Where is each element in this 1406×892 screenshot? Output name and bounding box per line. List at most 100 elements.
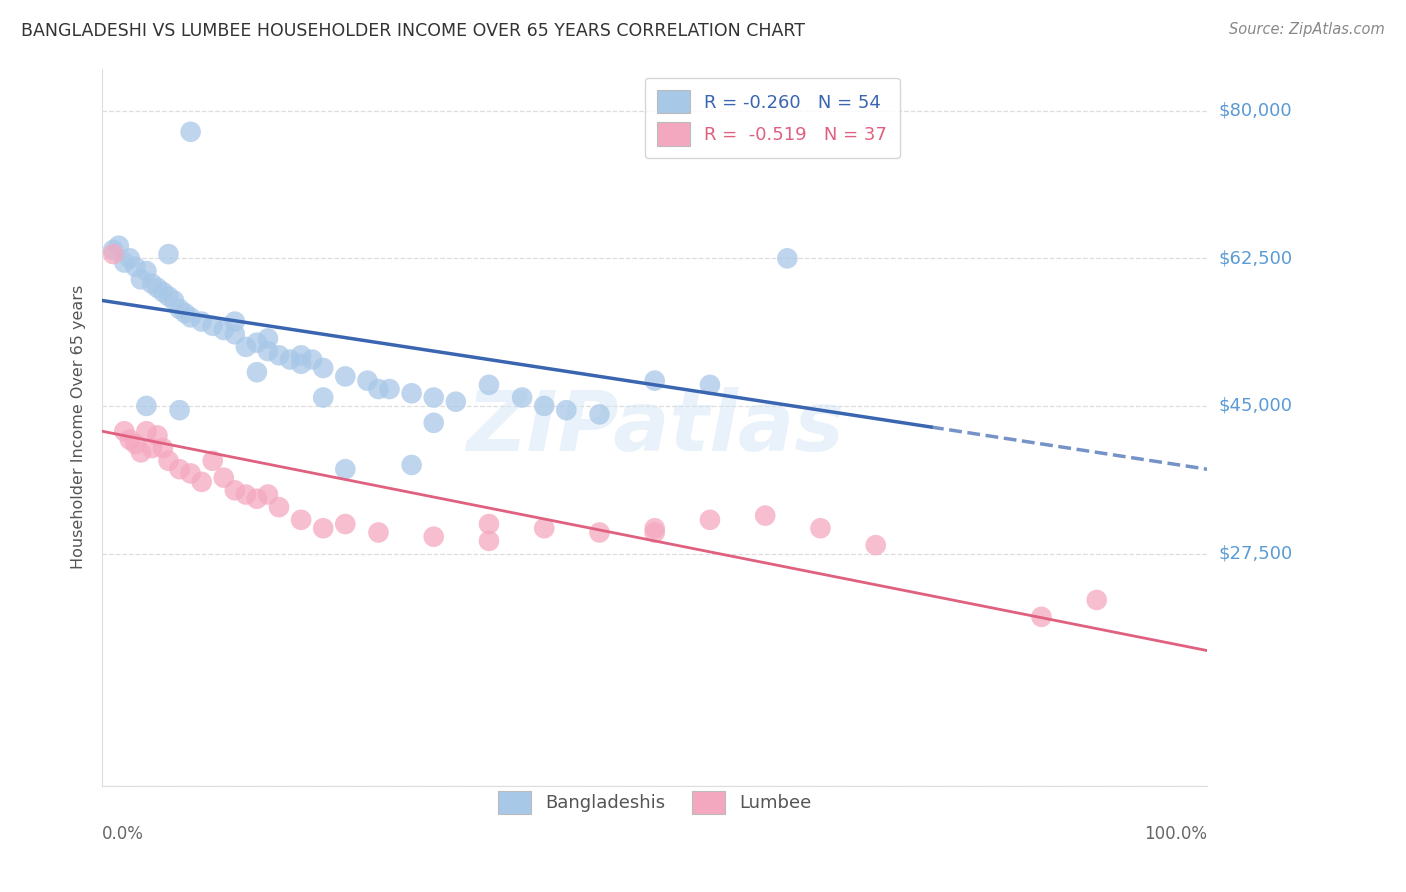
Text: $45,000: $45,000: [1219, 397, 1292, 415]
Point: [124, 260, 146, 274]
Point: [335, 516, 357, 531]
Point: [124, 437, 146, 451]
Point: [422, 391, 444, 405]
Point: [224, 315, 246, 329]
Point: [118, 252, 141, 266]
Point: [644, 525, 666, 540]
Point: [141, 277, 163, 291]
Point: [267, 500, 290, 515]
Point: [246, 365, 269, 379]
Point: [1031, 610, 1053, 624]
Point: [118, 433, 141, 447]
Point: [180, 310, 202, 325]
Point: [169, 462, 191, 476]
Point: [235, 340, 257, 354]
Point: [290, 513, 312, 527]
Point: [163, 293, 186, 308]
Point: [157, 454, 180, 468]
Point: [103, 247, 125, 261]
Point: [588, 525, 610, 540]
Point: [180, 467, 202, 481]
Point: [267, 348, 290, 362]
Point: [201, 454, 224, 468]
Point: [135, 424, 157, 438]
Point: [588, 408, 610, 422]
Point: [235, 487, 257, 501]
Point: [174, 306, 197, 320]
Point: [146, 281, 169, 295]
Point: [555, 403, 578, 417]
Point: [290, 357, 312, 371]
Point: [129, 272, 152, 286]
Text: BANGLADESHI VS LUMBEE HOUSEHOLDER INCOME OVER 65 YEARS CORRELATION CHART: BANGLADESHI VS LUMBEE HOUSEHOLDER INCOME…: [21, 22, 806, 40]
Point: [699, 513, 721, 527]
Point: [422, 530, 444, 544]
Text: $80,000: $80,000: [1219, 102, 1292, 120]
Point: [356, 374, 378, 388]
Point: [533, 521, 555, 535]
Point: [112, 424, 135, 438]
Point: [776, 252, 799, 266]
Point: [865, 538, 887, 552]
Point: [212, 323, 235, 337]
Point: [290, 348, 312, 362]
Text: $27,500: $27,500: [1219, 544, 1292, 563]
Point: [444, 394, 467, 409]
Point: [146, 428, 169, 442]
Point: [378, 382, 401, 396]
Point: [754, 508, 776, 523]
Point: [422, 416, 444, 430]
Point: [533, 399, 555, 413]
Point: [257, 487, 280, 501]
Point: [129, 445, 152, 459]
Point: [157, 247, 180, 261]
Y-axis label: Householder Income Over 65 years: Householder Income Over 65 years: [72, 285, 86, 569]
Point: [224, 327, 246, 342]
Point: [152, 285, 174, 299]
Point: [152, 441, 174, 455]
Point: [335, 369, 357, 384]
Text: $62,500: $62,500: [1219, 250, 1292, 268]
Point: [112, 255, 135, 269]
Text: 0.0%: 0.0%: [103, 825, 143, 843]
Point: [510, 391, 533, 405]
Point: [278, 352, 301, 367]
Point: [810, 521, 832, 535]
Point: [312, 391, 335, 405]
Point: [644, 374, 666, 388]
Point: [224, 483, 246, 498]
Text: Source: ZipAtlas.com: Source: ZipAtlas.com: [1229, 22, 1385, 37]
Point: [367, 525, 389, 540]
Point: [335, 462, 357, 476]
Point: [301, 352, 323, 367]
Point: [644, 521, 666, 535]
Point: [201, 318, 224, 333]
Point: [169, 403, 191, 417]
Point: [190, 315, 212, 329]
Point: [103, 243, 125, 257]
Legend: Bangladeshis, Lumbee: Bangladeshis, Lumbee: [485, 778, 824, 827]
Text: 100.0%: 100.0%: [1144, 825, 1208, 843]
Point: [478, 533, 501, 548]
Point: [699, 377, 721, 392]
Point: [190, 475, 212, 489]
Point: [478, 377, 501, 392]
Point: [401, 458, 423, 472]
Point: [141, 441, 163, 455]
Point: [135, 264, 157, 278]
Point: [135, 399, 157, 413]
Point: [257, 344, 280, 359]
Point: [312, 521, 335, 535]
Point: [169, 301, 191, 316]
Point: [257, 331, 280, 345]
Text: ZIPatlas: ZIPatlas: [465, 386, 844, 467]
Point: [312, 361, 335, 376]
Point: [157, 289, 180, 303]
Point: [107, 238, 129, 252]
Point: [246, 335, 269, 350]
Point: [401, 386, 423, 401]
Point: [478, 516, 501, 531]
Point: [212, 470, 235, 484]
Point: [1085, 593, 1108, 607]
Point: [367, 382, 389, 396]
